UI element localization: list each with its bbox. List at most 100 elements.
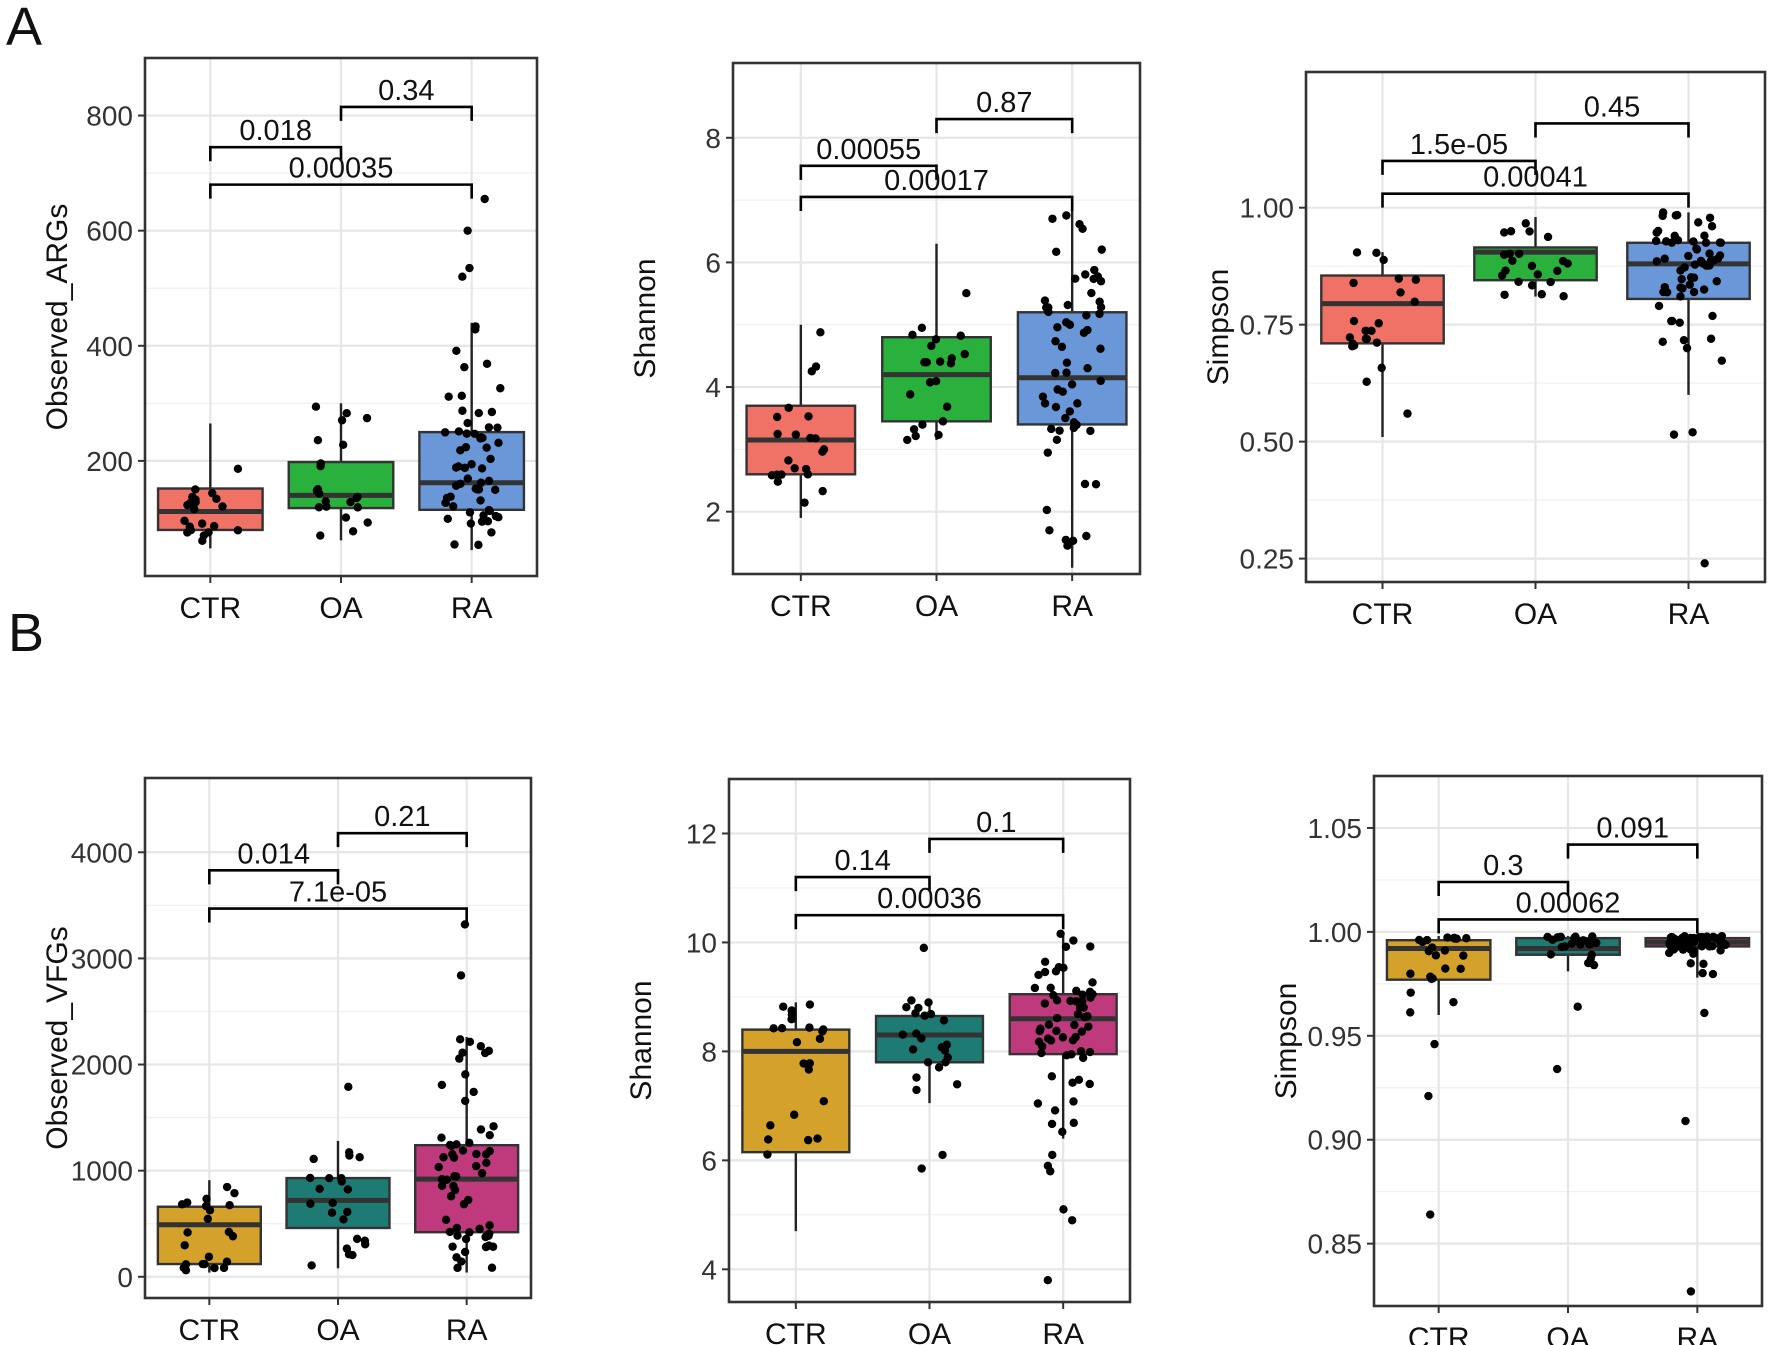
sample-point	[1040, 999, 1050, 1008]
sample-point	[1051, 368, 1060, 378]
sample-point	[1525, 227, 1534, 236]
sample-point	[1707, 222, 1717, 231]
sample-point	[439, 1153, 448, 1162]
sample-point	[1058, 1127, 1067, 1136]
sample-point	[1680, 263, 1689, 272]
y-tick-label: 4	[705, 372, 721, 403]
sample-point	[789, 1110, 799, 1119]
sample-point	[205, 1206, 215, 1215]
x-tick-label: RA	[1676, 1322, 1718, 1345]
sample-point	[1372, 338, 1382, 347]
sample-point	[450, 1172, 459, 1181]
sample-point	[481, 1150, 491, 1159]
sample-point	[1095, 297, 1104, 306]
sample-point	[487, 407, 497, 417]
sample-point	[316, 459, 325, 468]
sample-point	[485, 1221, 494, 1230]
sample-point	[803, 470, 813, 479]
sample-point	[484, 423, 494, 432]
sample-point	[1667, 316, 1677, 326]
y-axis-label: Shannon	[625, 980, 658, 1100]
box-ra	[1626, 241, 1751, 301]
box-ra	[1016, 311, 1128, 426]
y-tick-label: 0.85	[1308, 1229, 1363, 1260]
sample-point	[1040, 296, 1050, 305]
outlier-point	[344, 1082, 353, 1092]
sample-point	[1086, 426, 1095, 436]
sample-point	[1063, 541, 1072, 550]
sample-point	[341, 513, 351, 522]
sample-point	[457, 1257, 466, 1266]
p-value-label: 0.00062	[1516, 887, 1621, 919]
sample-point	[1449, 997, 1458, 1007]
sample-point	[805, 1000, 815, 1009]
sample-point	[790, 464, 799, 473]
significance-bracket	[799, 164, 938, 180]
sample-point	[1499, 250, 1509, 259]
sample-point	[1088, 978, 1097, 987]
sample-point	[496, 384, 505, 393]
sample-point	[1403, 409, 1412, 418]
sample-point	[342, 409, 351, 418]
sample-point	[1699, 285, 1709, 294]
sample-point	[327, 1208, 337, 1217]
sample-point	[476, 478, 486, 487]
sample-point	[1515, 249, 1524, 258]
sample-point	[470, 429, 479, 439]
sample-point	[477, 1169, 487, 1178]
sample-point	[338, 440, 348, 450]
sample-point	[487, 528, 496, 537]
sample-point	[1087, 288, 1096, 298]
sample-point	[1081, 270, 1090, 279]
significance-bracket	[935, 117, 1074, 134]
sample-point	[1500, 228, 1509, 237]
significance-bracket	[339, 105, 473, 121]
plot-border	[143, 56, 539, 578]
sample-point	[912, 1029, 921, 1038]
sample-point	[1686, 959, 1695, 968]
sample-point	[956, 331, 965, 340]
y-tick-label: 2	[705, 497, 721, 528]
x-tick-label: OA	[319, 592, 362, 625]
sample-point	[763, 1150, 772, 1159]
sample-point	[337, 1177, 346, 1186]
sample-point	[1077, 1027, 1087, 1036]
outlier-point	[1700, 1008, 1709, 1018]
sample-point	[1418, 937, 1427, 947]
outlier-point	[917, 1164, 926, 1173]
sample-point	[360, 1236, 370, 1245]
sample-point	[1062, 358, 1072, 367]
sample-point	[1406, 969, 1415, 978]
box-oa	[874, 1014, 985, 1064]
sample-point	[316, 531, 325, 540]
sample-point	[1062, 211, 1071, 220]
sample-point	[203, 1214, 213, 1224]
sample-point	[1689, 237, 1698, 246]
sample-point	[1040, 967, 1050, 977]
sample-point	[1679, 335, 1689, 345]
sample-point	[328, 1198, 337, 1208]
sample-point	[1036, 1024, 1045, 1033]
sample-point	[777, 1023, 787, 1033]
y-tick-label: 0	[117, 1262, 133, 1293]
sample-point	[479, 511, 488, 520]
sample-point	[920, 1011, 929, 1020]
sample-point	[475, 1224, 484, 1234]
sample-point	[1348, 339, 1358, 348]
sample-point	[938, 417, 948, 426]
x-tick-label: OA	[1546, 1322, 1589, 1345]
sample-point	[450, 540, 459, 549]
p-value-label: 0.018	[239, 115, 312, 147]
sample-point	[208, 488, 217, 498]
y-tick-label: 3000	[71, 943, 133, 974]
chart-6: 0.85 0.90 0.95 1.00 1.05 CTR OA RA Simpson 0.3 0.0…	[1270, 774, 1764, 1345]
p-value-label: 0.00055	[816, 134, 921, 166]
sample-point	[461, 442, 471, 452]
sample-point	[218, 502, 227, 511]
plot-border	[727, 777, 1132, 1304]
sample-point	[491, 485, 500, 495]
sample-point	[180, 516, 189, 526]
significance-bracket	[1566, 843, 1699, 859]
sample-point	[805, 1059, 814, 1068]
outlier-point	[1430, 1039, 1439, 1049]
